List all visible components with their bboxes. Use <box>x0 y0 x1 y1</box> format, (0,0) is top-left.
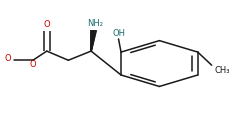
Text: OH: OH <box>112 29 124 38</box>
Text: O: O <box>5 54 11 63</box>
Text: O: O <box>43 20 50 29</box>
Text: NH₂: NH₂ <box>87 18 103 28</box>
Text: CH₃: CH₃ <box>213 66 229 75</box>
Text: O: O <box>29 60 36 69</box>
